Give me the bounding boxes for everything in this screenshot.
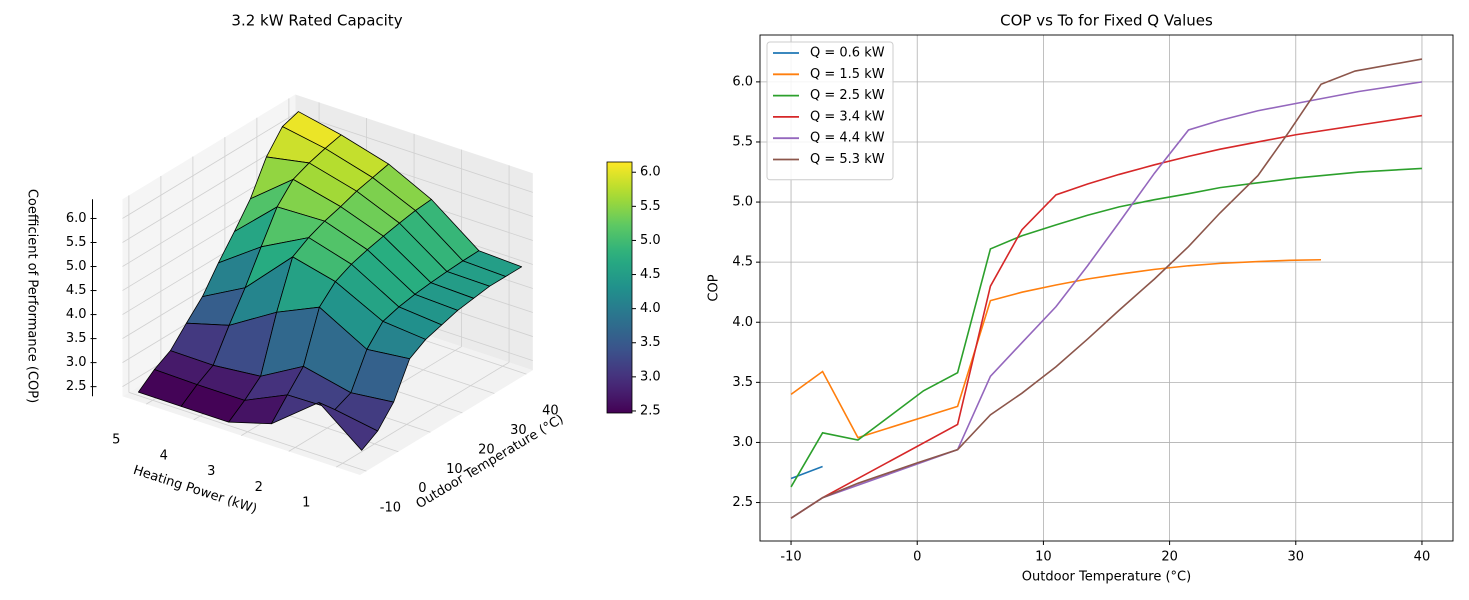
plot-frame bbox=[759, 34, 1454, 542]
legend-label: Q = 5.3 kW bbox=[810, 152, 885, 167]
line-series bbox=[790, 81, 1423, 519]
legend-label: Q = 3.4 kW bbox=[810, 109, 885, 124]
colorbar-tick-label: 5.0 bbox=[640, 233, 661, 248]
z-tick-label: 5.5 bbox=[66, 235, 87, 250]
x-tick-label: 10 bbox=[446, 462, 463, 477]
colorbar-tick-label: 4.5 bbox=[640, 267, 661, 282]
legend-label: Q = 1.5 kW bbox=[810, 67, 885, 82]
y-tick-label: 6.0 bbox=[732, 74, 753, 89]
colorbar-tick-label: 3.0 bbox=[640, 369, 661, 384]
z-tick-label: 4.0 bbox=[66, 307, 87, 322]
legend-label: Q = 2.5 kW bbox=[810, 88, 885, 103]
z-tick-label: 5.0 bbox=[66, 259, 87, 274]
x-tick-label: 0 bbox=[418, 481, 426, 496]
z-tick-label: 3.0 bbox=[66, 355, 87, 370]
y-tick-label: 5.5 bbox=[732, 134, 753, 149]
x-tick-label: 40 bbox=[1414, 550, 1431, 565]
colorbar-tick-label: 6.0 bbox=[640, 165, 661, 180]
colorbar-tick-label: 2.5 bbox=[640, 403, 661, 418]
colorbar-tick-label: 5.5 bbox=[640, 199, 661, 214]
x-tick-label: 40 bbox=[542, 404, 559, 419]
x-tick-label: -10 bbox=[380, 501, 401, 516]
y-tick-label: 2.5 bbox=[732, 495, 753, 510]
x-tick-label: 20 bbox=[1161, 550, 1178, 565]
y-tick-label: 4.0 bbox=[732, 315, 753, 330]
legend-label: Q = 4.4 kW bbox=[810, 131, 885, 146]
colorbar-tick-label: 4.0 bbox=[640, 301, 661, 316]
y-tick-label: 3 bbox=[207, 464, 215, 479]
grid-line bbox=[122, 113, 296, 219]
y-tick-label: 2 bbox=[255, 480, 263, 495]
line-series bbox=[790, 114, 1423, 519]
grid-line bbox=[122, 137, 296, 243]
x-axis-label: Outdoor Temperature (°C) bbox=[1022, 570, 1191, 585]
line-series bbox=[790, 167, 1423, 488]
chart-title: COP vs To for Fixed Q Values bbox=[1000, 12, 1213, 30]
z-tick-label: 2.5 bbox=[66, 379, 87, 394]
grid-line bbox=[295, 113, 533, 193]
x-tick-label: 10 bbox=[1035, 550, 1052, 565]
z-tick-label: 3.5 bbox=[66, 331, 87, 346]
chart-title: 3.2 kW Rated Capacity bbox=[231, 12, 402, 30]
legend-label: Q = 0.6 kW bbox=[810, 46, 885, 61]
z-tick-label: 6.0 bbox=[66, 211, 87, 226]
x-tick-label: 0 bbox=[913, 550, 921, 565]
surface-patch bbox=[318, 402, 379, 451]
y-axis-label: Heating Power (kW) bbox=[131, 463, 258, 517]
colorbar bbox=[606, 161, 633, 414]
y-tick-label: 5 bbox=[112, 433, 120, 448]
x-tick-label: -10 bbox=[780, 550, 801, 565]
line-series bbox=[790, 58, 1423, 519]
y-tick-label: 3.5 bbox=[732, 375, 753, 390]
y-tick-label: 5.0 bbox=[732, 195, 753, 210]
y-tick-label: 4.5 bbox=[732, 255, 753, 270]
z-axis-label: Coefficient of Performance (COP) bbox=[25, 189, 40, 403]
y-tick-label: 1 bbox=[302, 496, 310, 511]
y-axis-label: COP bbox=[707, 274, 722, 301]
grid-line bbox=[336, 361, 510, 468]
x-tick-label: 30 bbox=[1288, 550, 1305, 565]
line-series bbox=[790, 465, 823, 480]
colorbar-tick-label: 3.5 bbox=[640, 335, 661, 350]
z-tick-label: 4.5 bbox=[66, 283, 87, 298]
back-pane bbox=[122, 94, 296, 397]
x-tick-label: 30 bbox=[510, 423, 527, 438]
y-tick-label: 4 bbox=[160, 448, 168, 463]
y-tick-label: 3.0 bbox=[732, 435, 753, 450]
line-series bbox=[790, 258, 1322, 439]
legend-box bbox=[766, 41, 894, 181]
x-tick-label: 20 bbox=[478, 442, 495, 457]
